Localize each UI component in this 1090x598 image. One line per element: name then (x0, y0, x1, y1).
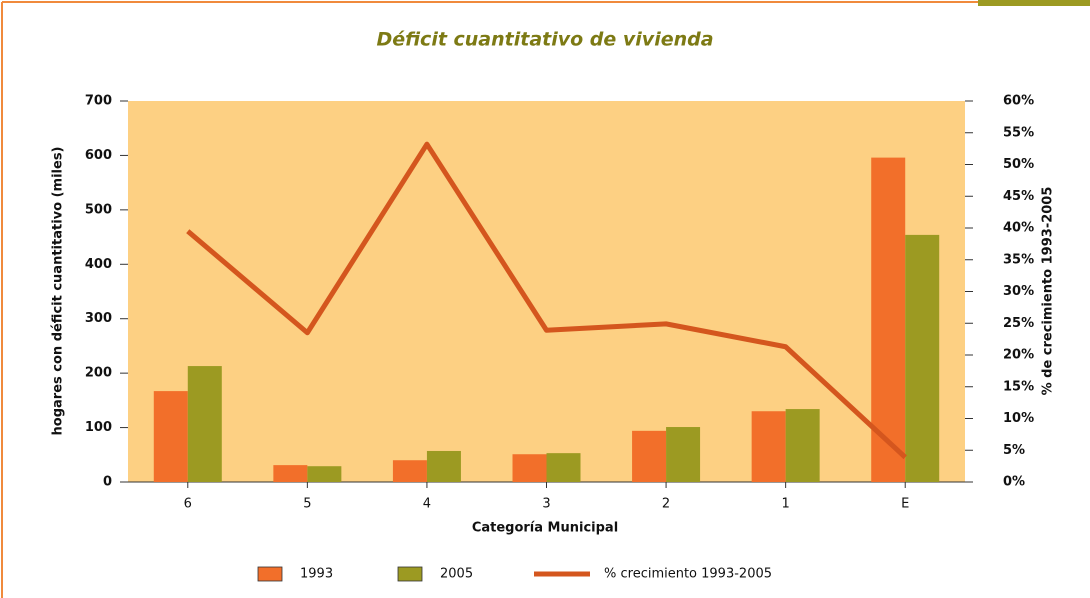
y2-tick-label: 0% (1003, 475, 1025, 490)
y2-tick-label: 60% (1003, 94, 1034, 109)
y2-tick-label: 40% (1003, 221, 1034, 236)
x-tick-label: 6 (184, 497, 192, 512)
x-tick-label: 3 (542, 497, 550, 512)
y2-tick-label: 50% (1003, 157, 1034, 172)
bar (666, 427, 701, 482)
y-tick-label: 700 (85, 94, 112, 109)
x-tick-label: 4 (423, 497, 431, 512)
y2-tick-label: 25% (1003, 316, 1034, 331)
y-tick-label: 300 (85, 311, 112, 326)
y-tick-label: 400 (85, 257, 112, 272)
bar (751, 411, 786, 482)
y2-axis-title: % de crecimiento 1993-2005 (1041, 187, 1056, 396)
y2-tick-label: 10% (1003, 411, 1034, 426)
y-tick-label: 600 (85, 148, 112, 163)
y-axis-title: hogares con déficit cuantitativo (miles) (51, 147, 66, 436)
y2-tick-label: 15% (1003, 379, 1034, 394)
legend-swatch (257, 566, 283, 582)
y2-tick-label: 5% (1003, 443, 1025, 458)
bar (187, 366, 222, 482)
legend-label: 1993 (300, 567, 333, 582)
legend-label: 2005 (440, 567, 473, 582)
x-tick-label: 5 (303, 497, 311, 512)
y2-tick-label: 30% (1003, 284, 1034, 299)
bar (307, 466, 342, 482)
y-tick-label: 500 (85, 202, 112, 217)
chart-title: Déficit cuantitativo de vivienda (376, 29, 713, 51)
bar (785, 409, 820, 482)
corner-tab (978, 0, 1090, 6)
bar (426, 450, 461, 482)
bar (905, 234, 940, 482)
bar (392, 460, 427, 482)
bar (546, 453, 581, 482)
y-tick-label: 200 (85, 366, 112, 381)
y2-tick-label: 55% (1003, 125, 1034, 140)
y2-tick-label: 45% (1003, 189, 1034, 204)
y-tick-label: 0 (103, 475, 112, 490)
x-axis-title: Categoría Municipal (472, 521, 618, 536)
bar (273, 465, 308, 482)
x-tick-label: 1 (782, 497, 790, 512)
y-tick-label: 100 (85, 420, 112, 435)
bar (153, 391, 188, 482)
line-series (186, 141, 907, 460)
x-tick-label: E (901, 497, 909, 512)
legend-label: % crecimiento 1993-2005 (604, 567, 772, 582)
bar (512, 454, 547, 482)
x-tick-label: 2 (662, 497, 670, 512)
legend-swatch (397, 566, 423, 582)
plot-area (128, 101, 965, 482)
bar (632, 430, 667, 482)
y2-tick-label: 20% (1003, 348, 1034, 363)
y2-tick-label: 35% (1003, 252, 1034, 267)
